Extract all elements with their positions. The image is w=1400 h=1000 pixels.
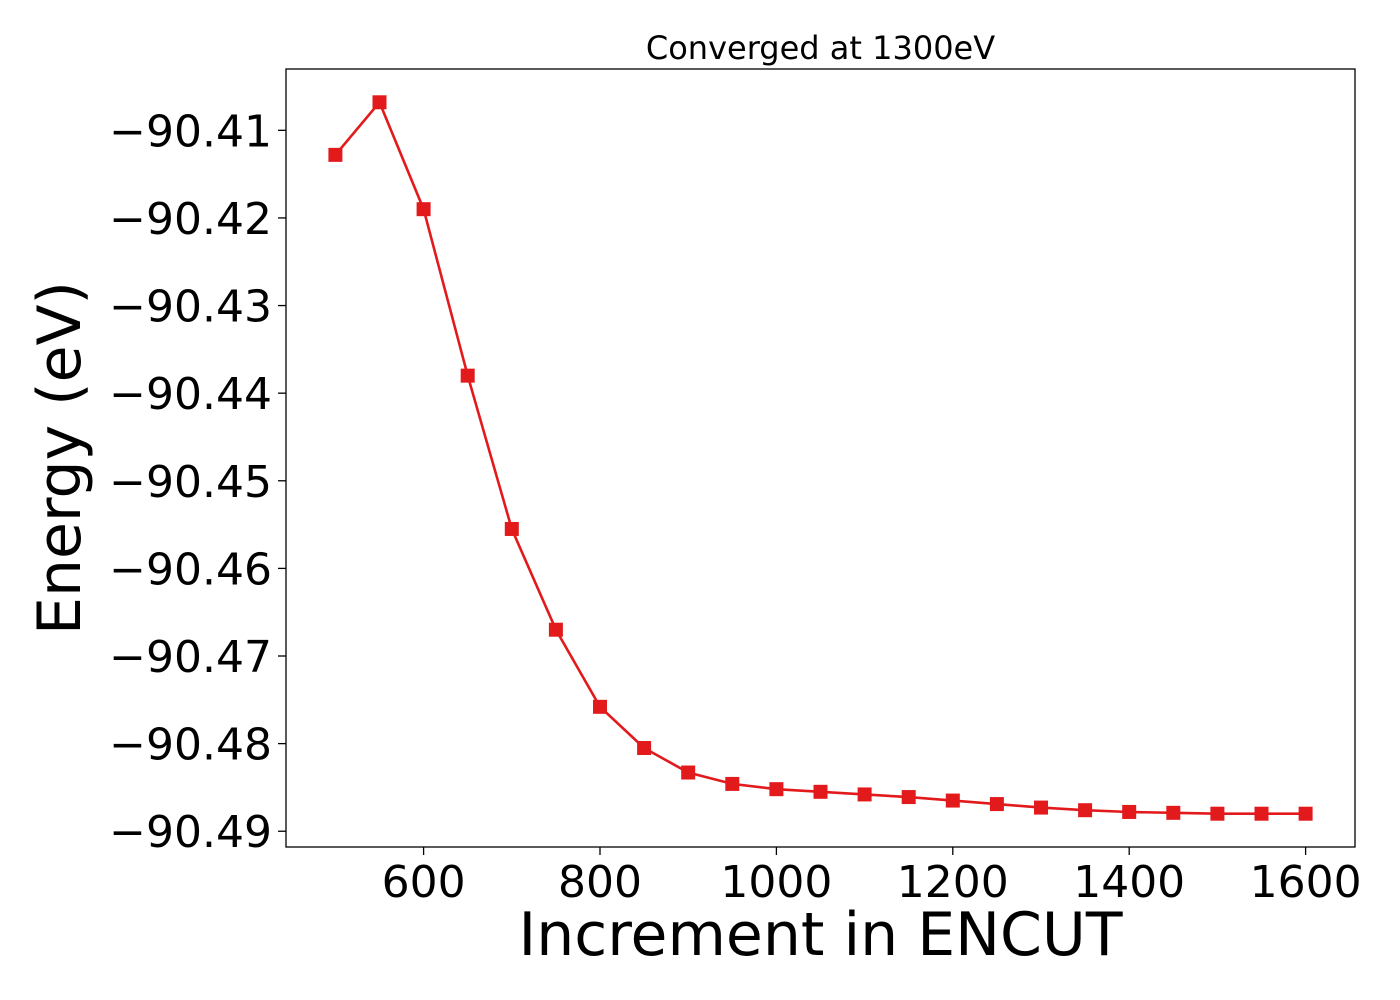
- data-point-marker: [1254, 806, 1269, 821]
- data-point-marker: [989, 797, 1004, 812]
- data-point-marker: [460, 368, 475, 383]
- data-point-marker: [901, 790, 916, 805]
- y-tick-label: −90.49: [109, 807, 272, 858]
- chart-title: Converged at 1300eV: [646, 29, 995, 67]
- data-point-marker: [637, 740, 652, 755]
- data-point-marker: [504, 521, 519, 536]
- y-axis: −90.41 −90.42 −90.43 −90.44 −90.45 −90.46 −90.…: [109, 106, 286, 858]
- y-tick-label: −90.41: [109, 106, 272, 157]
- plot-frame: [285, 68, 1356, 848]
- data-point-marker: [813, 784, 828, 799]
- data-point-marker: [372, 95, 387, 110]
- marks-layer: [328, 95, 1313, 821]
- x-axis: 600 800 1000 1200 1400 1600: [382, 847, 1362, 908]
- y-tick-label: −90.46: [109, 544, 272, 595]
- y-tick-label: −90.47: [109, 632, 272, 683]
- x-axis-label: Increment in ENCUT: [519, 900, 1123, 970]
- x-tick-label: 800: [558, 857, 642, 908]
- y-tick-label: −90.44: [109, 369, 272, 420]
- data-point-marker: [416, 202, 431, 217]
- x-tick-label: 1600: [1250, 857, 1362, 908]
- data-point-marker: [328, 147, 343, 162]
- x-tick-label: 1400: [1073, 857, 1185, 908]
- data-point-marker: [592, 699, 607, 714]
- data-point-marker: [1078, 803, 1093, 818]
- y-tick-label: −90.43: [109, 282, 272, 333]
- x-tick-label: 1200: [897, 857, 1009, 908]
- y-axis-label: Energy (eV): [25, 281, 95, 635]
- data-point-marker: [548, 622, 563, 637]
- data-point-marker: [857, 787, 872, 802]
- y-tick-label: −90.42: [109, 194, 272, 245]
- data-point-marker: [1034, 800, 1049, 815]
- data-point-marker: [945, 793, 960, 808]
- data-point-marker: [1122, 804, 1137, 819]
- data-point-marker: [769, 782, 784, 797]
- y-tick-label: −90.48: [109, 720, 272, 771]
- data-point-marker: [1210, 806, 1225, 821]
- data-point-marker: [1166, 805, 1181, 820]
- x-tick-label: 1000: [720, 857, 832, 908]
- x-tick-label: 600: [382, 857, 466, 908]
- data-point-marker: [681, 765, 696, 780]
- data-point-marker: [1298, 806, 1313, 821]
- series-line: [334, 99, 1306, 816]
- data-point-marker: [725, 776, 740, 791]
- y-tick-label: −90.45: [109, 457, 272, 508]
